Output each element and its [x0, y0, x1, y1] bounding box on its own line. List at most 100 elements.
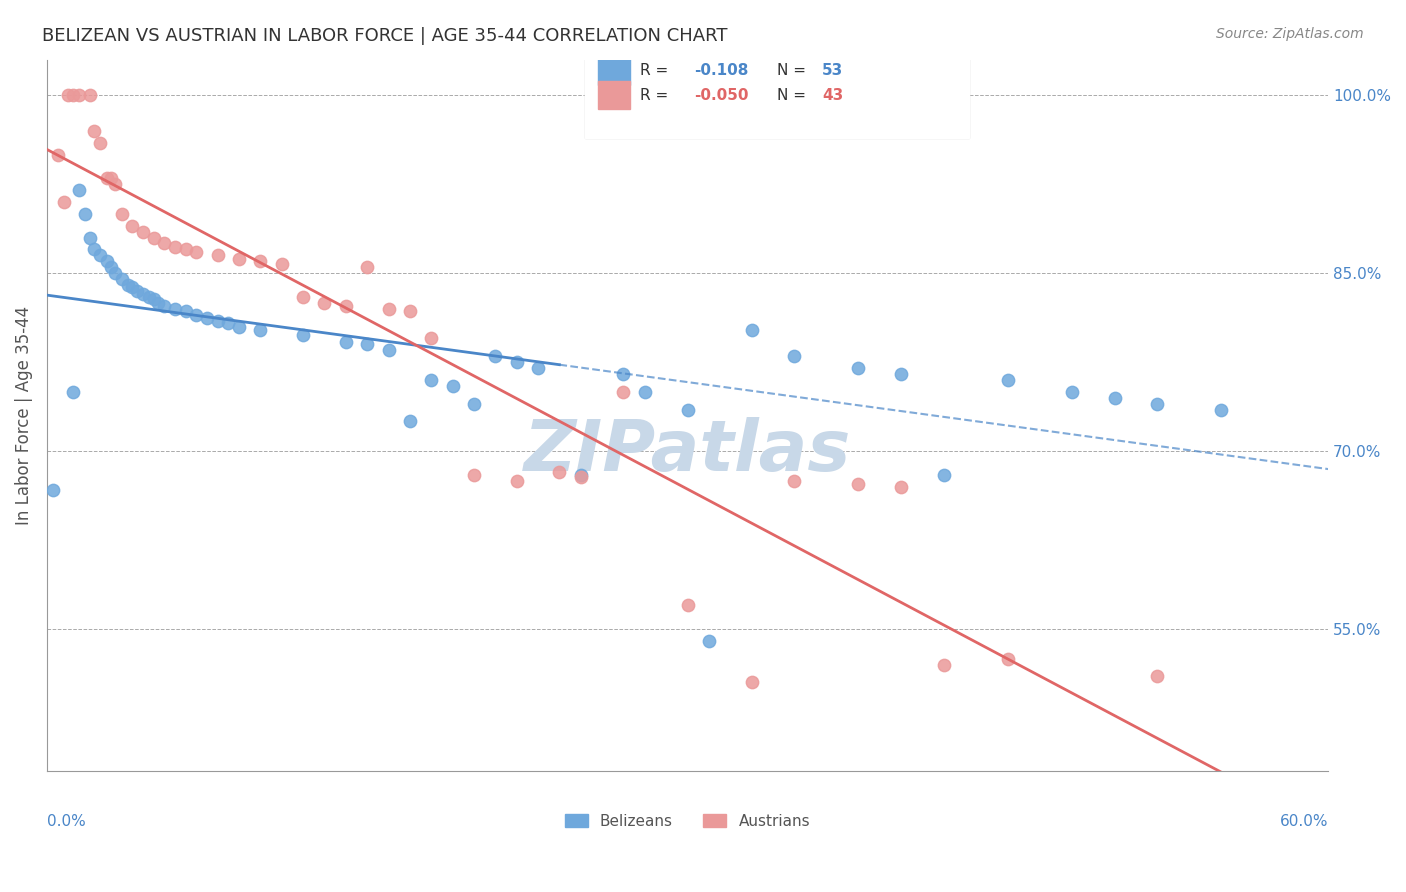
Point	[420, 373, 443, 387]
Point	[79, 230, 101, 244]
Point	[153, 236, 176, 251]
Point	[463, 467, 485, 482]
Point	[1104, 391, 1126, 405]
Point	[146, 295, 169, 310]
Text: ZIPatlas: ZIPatlas	[524, 417, 851, 485]
Point	[207, 248, 229, 262]
Bar	[598, 56, 630, 85]
Point	[783, 349, 806, 363]
Point	[741, 323, 763, 337]
Point	[890, 480, 912, 494]
Point	[932, 467, 955, 482]
Point	[163, 301, 186, 316]
Point	[96, 171, 118, 186]
Point	[932, 657, 955, 672]
Point	[569, 467, 592, 482]
Point	[676, 402, 699, 417]
Point	[83, 124, 105, 138]
Point	[846, 361, 869, 376]
Point	[100, 260, 122, 275]
Y-axis label: In Labor Force | Age 35-44: In Labor Force | Age 35-44	[15, 306, 32, 525]
Point	[138, 290, 160, 304]
Point	[46, 147, 69, 161]
Point	[186, 244, 208, 259]
Text: BELIZEAN VS AUSTRIAN IN LABOR FORCE | AGE 35-44 CORRELATION CHART: BELIZEAN VS AUSTRIAN IN LABOR FORCE | AG…	[42, 27, 728, 45]
Point	[399, 414, 422, 428]
Point	[89, 248, 111, 262]
Point	[104, 266, 127, 280]
Text: R =: R =	[640, 62, 668, 78]
FancyBboxPatch shape	[585, 56, 969, 138]
Point	[79, 88, 101, 103]
Text: 60.0%: 60.0%	[1279, 814, 1329, 829]
Point	[153, 299, 176, 313]
Point	[62, 88, 84, 103]
Point	[1146, 396, 1168, 410]
Point	[67, 183, 90, 197]
Point	[292, 327, 315, 342]
Point	[132, 287, 155, 301]
Point	[1146, 669, 1168, 683]
Point	[890, 367, 912, 381]
Point	[228, 252, 250, 266]
Point	[399, 304, 422, 318]
Point	[186, 308, 208, 322]
Point	[441, 379, 464, 393]
Point	[121, 280, 143, 294]
Point	[783, 474, 806, 488]
Point	[697, 633, 720, 648]
Point	[67, 88, 90, 103]
Text: N =: N =	[778, 62, 806, 78]
Point	[846, 477, 869, 491]
Point	[634, 384, 657, 399]
Text: -0.050: -0.050	[695, 87, 748, 103]
Point	[100, 171, 122, 186]
Point	[292, 290, 315, 304]
Point	[505, 474, 527, 488]
Point	[997, 373, 1019, 387]
Text: 43: 43	[823, 87, 844, 103]
Point	[83, 243, 105, 257]
Point	[75, 207, 97, 221]
Point	[89, 136, 111, 150]
Point	[111, 272, 134, 286]
Legend: Belizeans, Austrians: Belizeans, Austrians	[558, 807, 817, 835]
Point	[163, 240, 186, 254]
Point	[52, 194, 75, 209]
Point	[42, 483, 65, 498]
Point	[335, 334, 357, 349]
Point	[96, 254, 118, 268]
Point	[505, 355, 527, 369]
Point	[1060, 384, 1083, 399]
Point	[356, 260, 378, 275]
Point	[249, 323, 271, 337]
Point	[58, 88, 80, 103]
Bar	[585, 56, 969, 138]
Point	[741, 675, 763, 690]
Bar	[598, 81, 630, 110]
Point	[356, 337, 378, 351]
Point	[997, 651, 1019, 665]
Point	[228, 319, 250, 334]
Point	[217, 316, 239, 330]
Point	[270, 257, 292, 271]
Point	[527, 361, 550, 376]
Text: R =: R =	[640, 87, 668, 103]
Text: 0.0%: 0.0%	[46, 814, 86, 829]
Text: 53: 53	[823, 62, 844, 78]
Point	[1211, 402, 1233, 417]
Point	[142, 292, 165, 306]
Point	[104, 177, 127, 191]
Point	[195, 311, 218, 326]
Point	[62, 384, 84, 399]
Point	[377, 301, 399, 316]
Point	[612, 367, 634, 381]
Text: N =: N =	[778, 87, 806, 103]
Point	[125, 284, 148, 298]
Point	[612, 384, 634, 399]
Point	[249, 254, 271, 268]
Point	[569, 470, 592, 484]
Point	[484, 349, 506, 363]
Point	[207, 313, 229, 327]
Point	[463, 396, 485, 410]
